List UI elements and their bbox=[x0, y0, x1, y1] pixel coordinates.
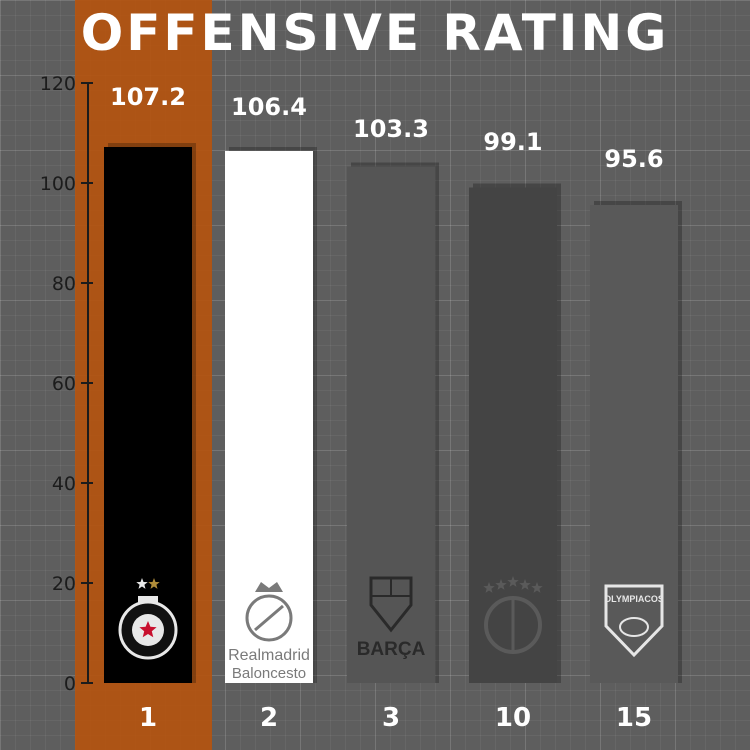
y-tick-label: 0 bbox=[64, 673, 76, 695]
value-label: 106.4 bbox=[231, 93, 307, 121]
svg-text:BARÇA: BARÇA bbox=[357, 639, 426, 660]
category-label: 2 bbox=[260, 703, 278, 733]
fc-barcelona-crest-icon: BARÇA bbox=[357, 576, 426, 660]
y-tick-label: 80 bbox=[52, 273, 76, 295]
bar-2 bbox=[225, 151, 313, 683]
value-label: 107.2 bbox=[110, 83, 186, 111]
panathinaikos-crest-icon bbox=[483, 576, 543, 654]
value-label: 95.6 bbox=[604, 145, 663, 173]
value-label: 103.3 bbox=[353, 115, 429, 143]
partizan-crest-icon bbox=[118, 578, 178, 660]
chart-title: OFFENSIVE RATING bbox=[80, 4, 670, 62]
y-tick-label: 120 bbox=[40, 73, 76, 95]
bar-3 bbox=[347, 166, 435, 683]
value-label: 99.1 bbox=[483, 128, 542, 156]
y-tick-label: 100 bbox=[40, 173, 76, 195]
category-label: 15 bbox=[616, 703, 652, 733]
olympiacos-crest-icon: OLYMPIACOS bbox=[604, 584, 664, 658]
svg-text:OLYMPIACOS: OLYMPIACOS bbox=[604, 594, 664, 604]
svg-text:Baloncesto: Baloncesto bbox=[232, 665, 306, 682]
bar-15 bbox=[590, 205, 678, 683]
category-label: 10 bbox=[495, 703, 531, 733]
category-label: 3 bbox=[382, 703, 400, 733]
svg-text:Realmadrid: Realmadrid bbox=[228, 647, 310, 664]
bar-1 bbox=[104, 147, 192, 683]
y-tick-label: 60 bbox=[52, 373, 76, 395]
y-tick-label: 40 bbox=[52, 473, 76, 495]
y-tick-label: 20 bbox=[52, 573, 76, 595]
category-label: 1 bbox=[139, 703, 157, 733]
